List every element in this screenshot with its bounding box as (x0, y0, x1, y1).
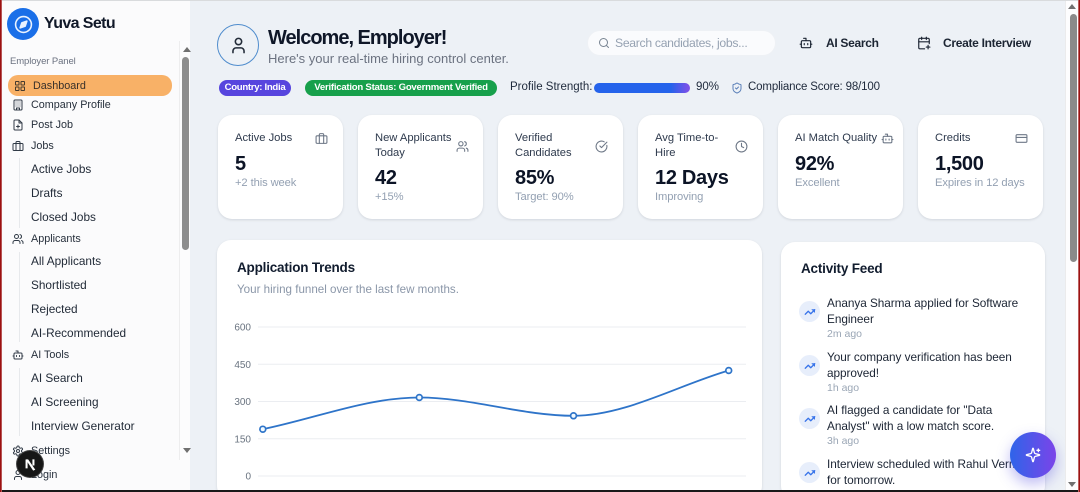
svg-text:150: 150 (234, 434, 251, 445)
svg-text:450: 450 (234, 360, 251, 371)
svg-text:0: 0 (245, 472, 251, 483)
svg-text:300: 300 (234, 397, 251, 408)
svg-text:600: 600 (234, 323, 251, 334)
